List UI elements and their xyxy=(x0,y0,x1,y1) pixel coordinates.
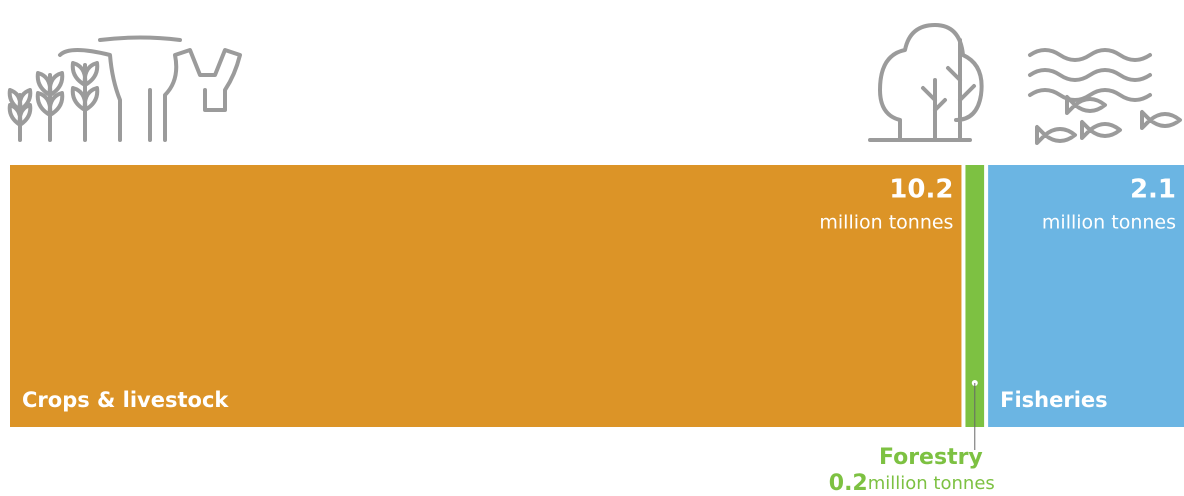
unit-label: million tonnes xyxy=(868,473,995,494)
segment-name: Forestry xyxy=(879,445,983,470)
segment-name: Crops & livestock xyxy=(22,388,229,412)
segment-name: Fisheries xyxy=(1000,388,1108,412)
forestry-fisheries-icon xyxy=(868,23,1182,145)
unit-label: million tonnes xyxy=(1042,212,1176,234)
value-label: 10.2 xyxy=(889,175,953,205)
bar-segment xyxy=(10,165,962,427)
value-unit-label: 0.2million tonnes xyxy=(829,471,995,496)
value-label: 2.1 xyxy=(1130,175,1176,205)
unit-label: million tonnes xyxy=(819,212,953,234)
bar-segment xyxy=(988,165,1184,427)
crops-livestock-icon xyxy=(7,35,242,142)
value-label: 0.2 xyxy=(829,471,868,496)
bar-segment xyxy=(965,165,985,427)
